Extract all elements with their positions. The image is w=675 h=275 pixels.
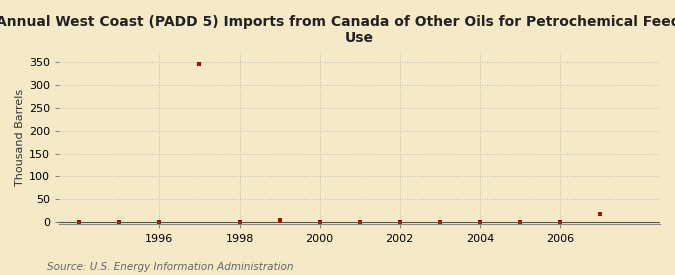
Text: Source: U.S. Energy Information Administration: Source: U.S. Energy Information Administ… [47,262,294,272]
Y-axis label: Thousand Barrels: Thousand Barrels [15,89,25,186]
Title: Annual West Coast (PADD 5) Imports from Canada of Other Oils for Petrochemical F: Annual West Coast (PADD 5) Imports from … [0,15,675,45]
